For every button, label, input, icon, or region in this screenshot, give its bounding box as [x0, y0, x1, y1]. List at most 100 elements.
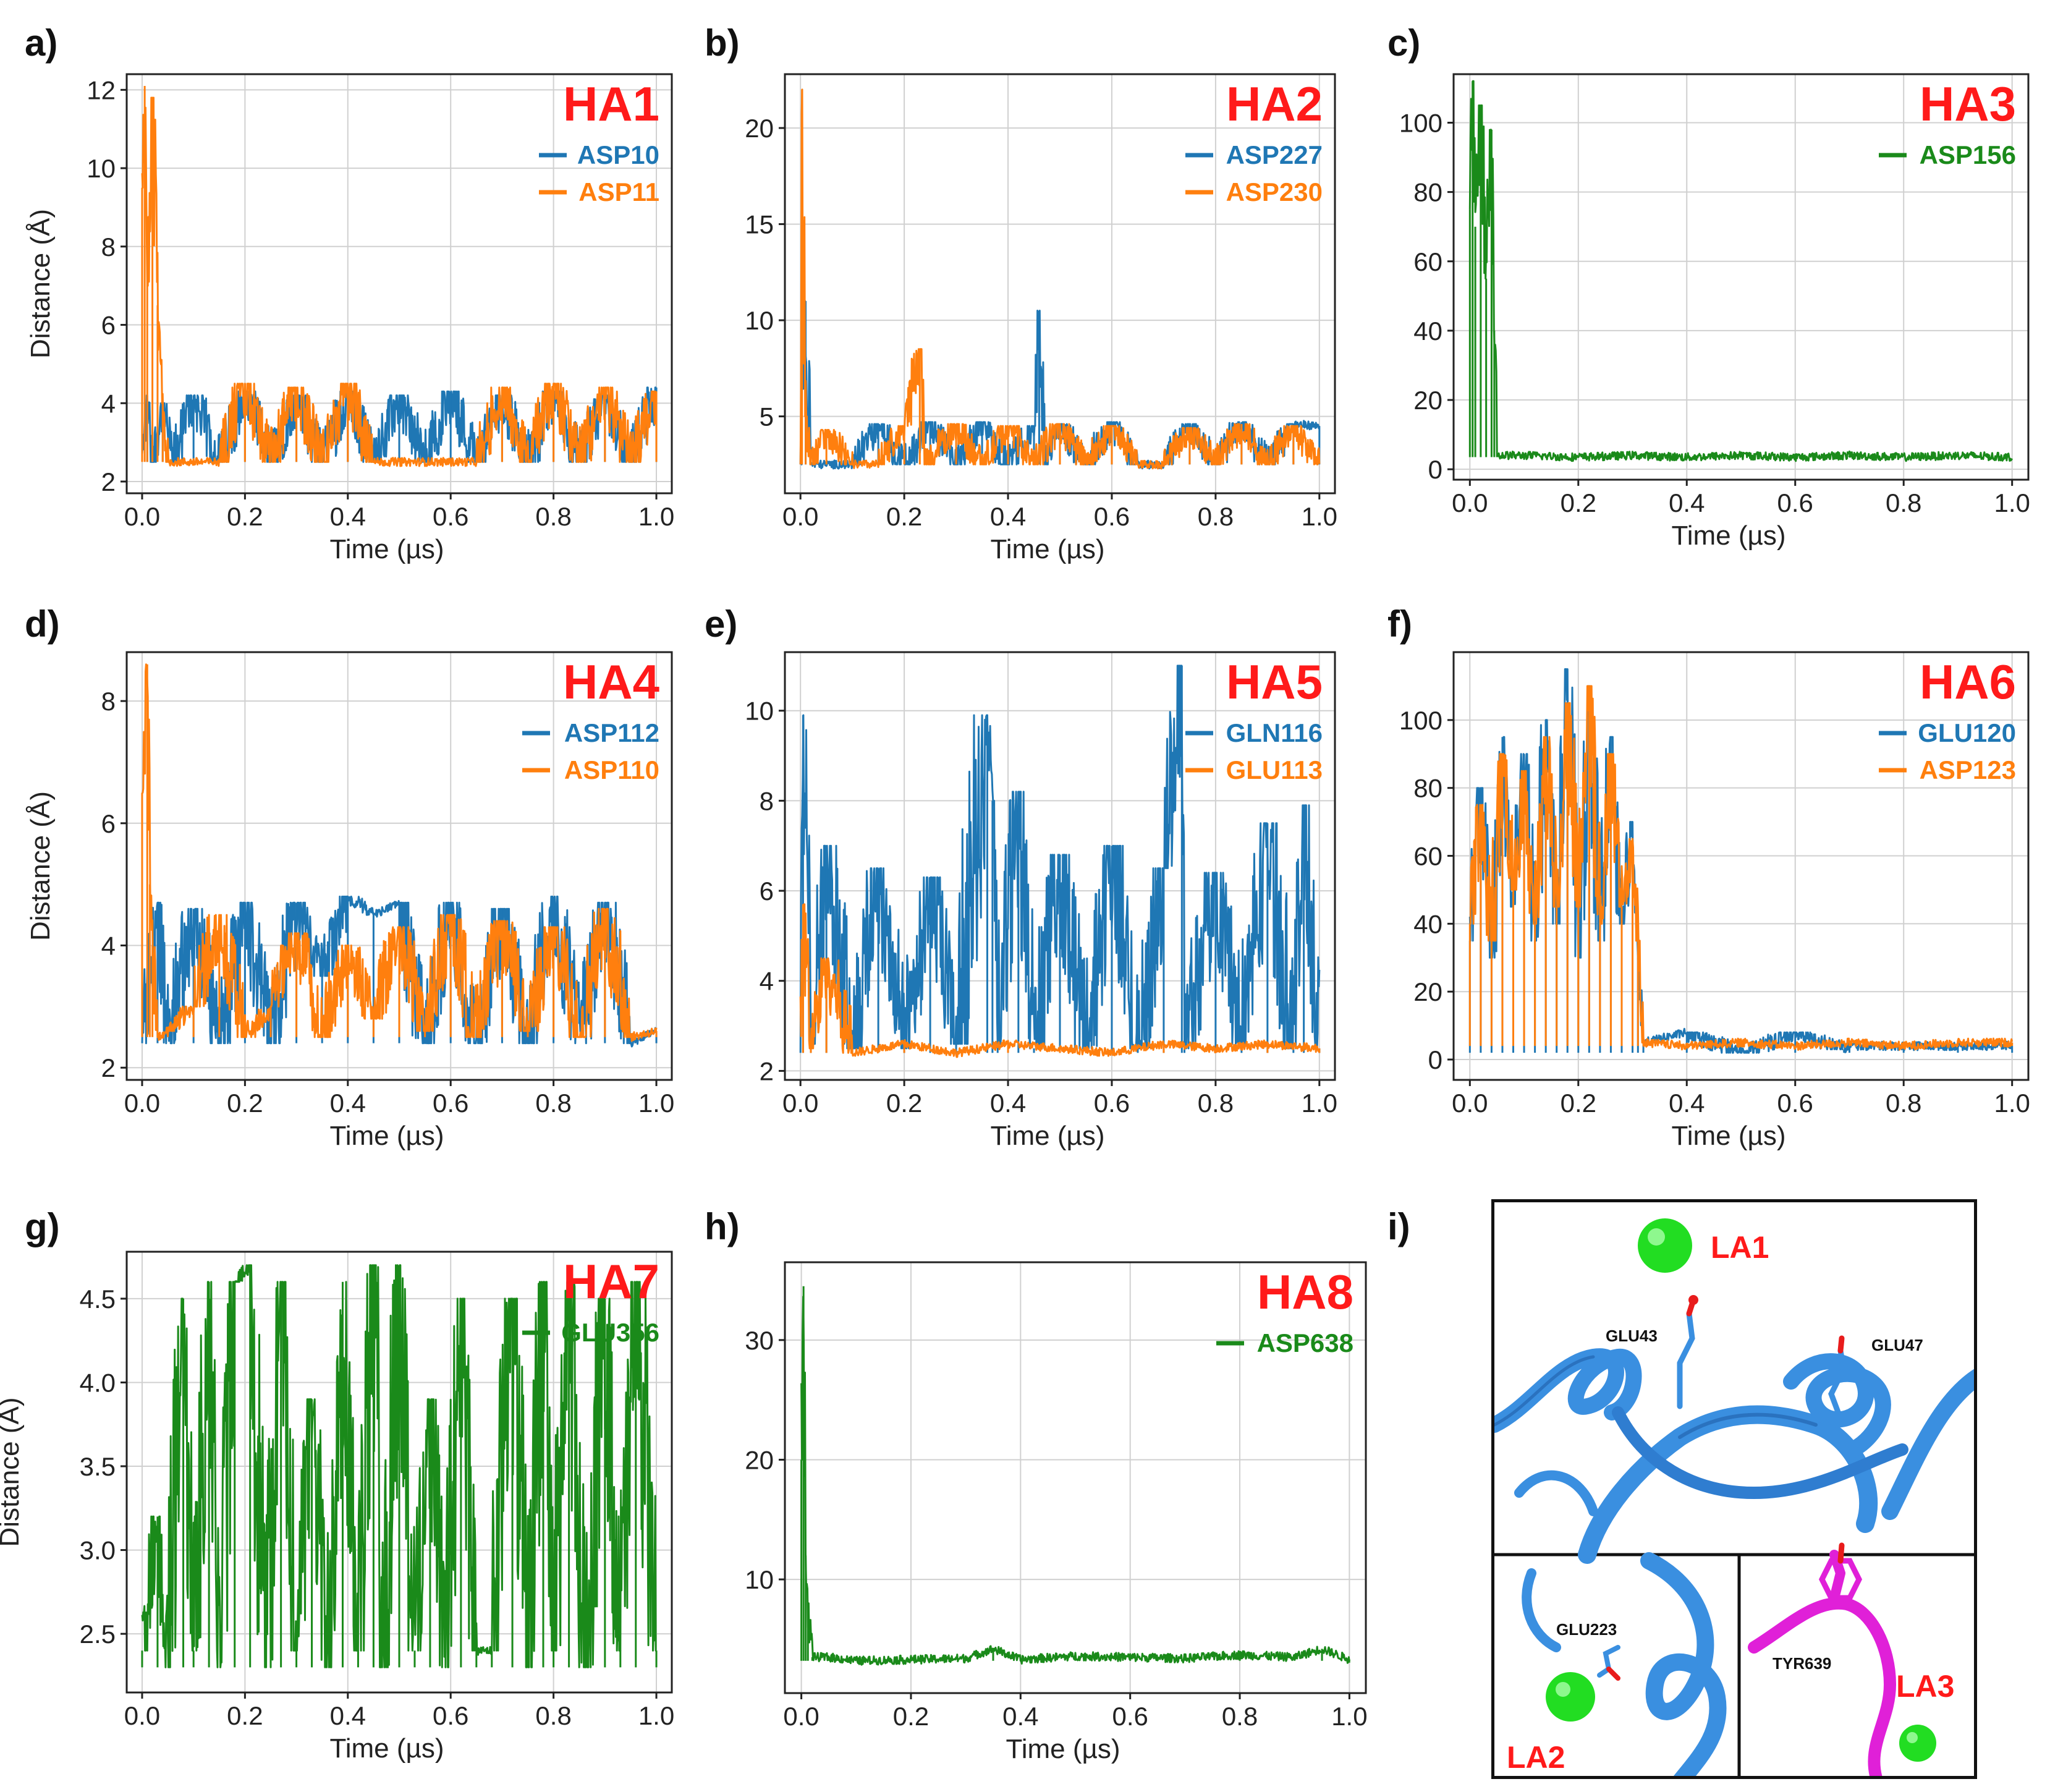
series-line-asp156: [1468, 80, 2013, 462]
panel-title: HA5: [1226, 655, 1323, 709]
panel-title: HA8: [1257, 1265, 1353, 1319]
y-tick-label: 30: [745, 1326, 774, 1355]
chart-ha7: 0.0 0.2 0.4 0.6 0.8 1.0 2.5 3.0 3.5 4.0 4.5 Time (µ…: [0, 1251, 674, 1764]
chart-ha8: 0.0 0.2 0.4 0.6 0.8 1.0 10 20 30 Time (µs) HA8 ASP6…: [745, 1261, 1368, 1764]
x-tick-label: 1.0: [1331, 1702, 1367, 1731]
chart-ha5: 0.0 0.2 0.4 0.6 0.8 1.0 2 4 6 8 10 Time (µs) HA5 GLN1…: [745, 651, 1337, 1151]
x-tick-label: 0.8: [1198, 502, 1234, 531]
panel-title: HA1: [563, 77, 659, 131]
series-group: [799, 88, 1321, 470]
legend-label-asp110: ASP110: [564, 755, 659, 784]
panel-title: HA7: [563, 1254, 659, 1309]
axes-frame: [125, 1251, 673, 1694]
ion-la2: [1546, 1672, 1595, 1722]
x-tick-label: 0.4: [1669, 1089, 1705, 1118]
x-tick-label: 0.6: [433, 502, 468, 531]
x-axis-label: Time (µs): [1671, 1121, 1785, 1151]
ion-la1: [1638, 1218, 1692, 1273]
x-axis-label: Time (µs): [1671, 520, 1785, 551]
chart-ha4: 0.0 0.2 0.4 0.6 0.8 1.0 2 4 6 8 Time (µs) Distance …: [25, 651, 674, 1151]
x-tick-label: 0.6: [433, 1701, 468, 1730]
x-tick-label: 0.6: [433, 1089, 468, 1118]
x-tick-label: 0.6: [1094, 502, 1130, 531]
legend-label-asp156: ASP156: [1920, 140, 2016, 169]
axes-frame: [784, 73, 1336, 495]
x-tick-label: 0.2: [227, 502, 263, 531]
x-tick-label: 0.0: [783, 1702, 819, 1731]
x-tick-label: 0.4: [330, 1089, 366, 1118]
series-group: [1468, 80, 2013, 462]
y-tick-label: 0: [1428, 1045, 1442, 1074]
panel-label: b): [705, 22, 740, 64]
glu43-sidechain: [1677, 1295, 1698, 1409]
legend-label-asp112: ASP112: [564, 718, 659, 747]
label-la1: LA1: [1711, 1230, 1769, 1265]
x-tick-label: 0.8: [535, 1701, 571, 1730]
tyr639-sidechain: [1818, 1542, 1863, 1607]
x-tick-label: 0.2: [886, 1089, 922, 1118]
panel-label: e): [705, 603, 737, 645]
x-tick-label: 1.0: [1302, 502, 1337, 531]
axes-frame: [125, 73, 673, 495]
panel-title: HA3: [1920, 77, 2016, 131]
x-tick-label: 0.8: [1198, 1089, 1234, 1118]
x-tick-label: 0.6: [1094, 1089, 1130, 1118]
y-tick-label: 2.5: [80, 1620, 116, 1649]
y-tick-label: 20: [1413, 977, 1442, 1006]
x-tick-label: 0.2: [227, 1089, 263, 1118]
series-group: [141, 1264, 658, 1668]
y-tick-label: 4.5: [80, 1285, 116, 1314]
panel-label: g): [25, 1206, 60, 1247]
x-tick-label: 0.6: [1777, 1089, 1813, 1118]
x-axis-label: Time (µs): [990, 1121, 1104, 1151]
legend-label-glu113: GLU113: [1226, 755, 1323, 784]
y-axis-label: Distance (Å): [0, 1397, 25, 1547]
legend-label-gln116: GLN116: [1226, 718, 1323, 747]
series-line-asp638: [800, 1296, 1350, 1666]
y-tick-label: 2: [101, 467, 116, 496]
y-tick-label: 8: [101, 232, 116, 261]
y-tick-label: 8: [760, 786, 774, 815]
panel-label: c): [1387, 22, 1420, 64]
y-tick-label: 10: [745, 697, 774, 726]
series-group: [800, 1286, 1350, 1666]
panel-title: HA6: [1920, 655, 2016, 709]
x-tick-label: 1.0: [638, 502, 674, 531]
x-tick-label: 0.0: [782, 502, 818, 531]
chart-ha6: 0.0 0.2 0.4 0.6 0.8 1.0 0 20 40 60 80 100 Time (µs) H…: [1399, 651, 2030, 1151]
panel-label: d): [25, 603, 60, 645]
panel-label: f): [1387, 603, 1412, 645]
x-tick-label: 0.4: [330, 502, 366, 531]
protein-ribbon-la2: [1522, 1552, 1727, 1776]
plot-area: [1454, 74, 2028, 480]
x-tick-label: 0.8: [1886, 1089, 1921, 1118]
y-tick-label: 10: [745, 1565, 774, 1594]
y-tick-label: 5: [760, 402, 774, 431]
panel-title: HA4: [563, 655, 659, 709]
x-tick-label: 0.8: [535, 502, 571, 531]
glu223-sidechain: [1597, 1645, 1620, 1681]
y-tick-label: 40: [1413, 316, 1442, 346]
y-tick-label: 80: [1413, 774, 1442, 803]
y-tick-label: 4: [101, 389, 116, 418]
y-tick-label: 4: [760, 967, 774, 996]
x-tick-label: 0.2: [893, 1702, 929, 1731]
y-tick-label: 8: [101, 687, 116, 716]
label-glu223: GLU223: [1556, 1620, 1617, 1639]
label-glu47: GLU47: [1871, 1336, 1923, 1354]
y-axis-label: Distance (Å): [25, 791, 56, 941]
y-tick-label: 12: [87, 75, 116, 104]
x-tick-label: 0.0: [1452, 488, 1488, 517]
series-group: [1468, 668, 2014, 1054]
x-tick-label: 0.8: [1886, 488, 1921, 517]
x-tick-label: 0.2: [227, 1701, 263, 1730]
x-axis-label: Time (µs): [329, 1121, 444, 1151]
label-tyr639: TYR639: [1773, 1654, 1831, 1673]
chart-ha1: 0.0 0.2 0.4 0.6 0.8 1.0 2 4 6 8 10 12 Time (µs) Dista…: [25, 73, 674, 564]
protein-ribbon-top: [1494, 1348, 1974, 1564]
y-tick-label: 10: [87, 154, 116, 183]
y-tick-label: 100: [1399, 108, 1442, 137]
axes-frame: [125, 651, 673, 1081]
x-tick-label: 0.2: [886, 502, 922, 531]
